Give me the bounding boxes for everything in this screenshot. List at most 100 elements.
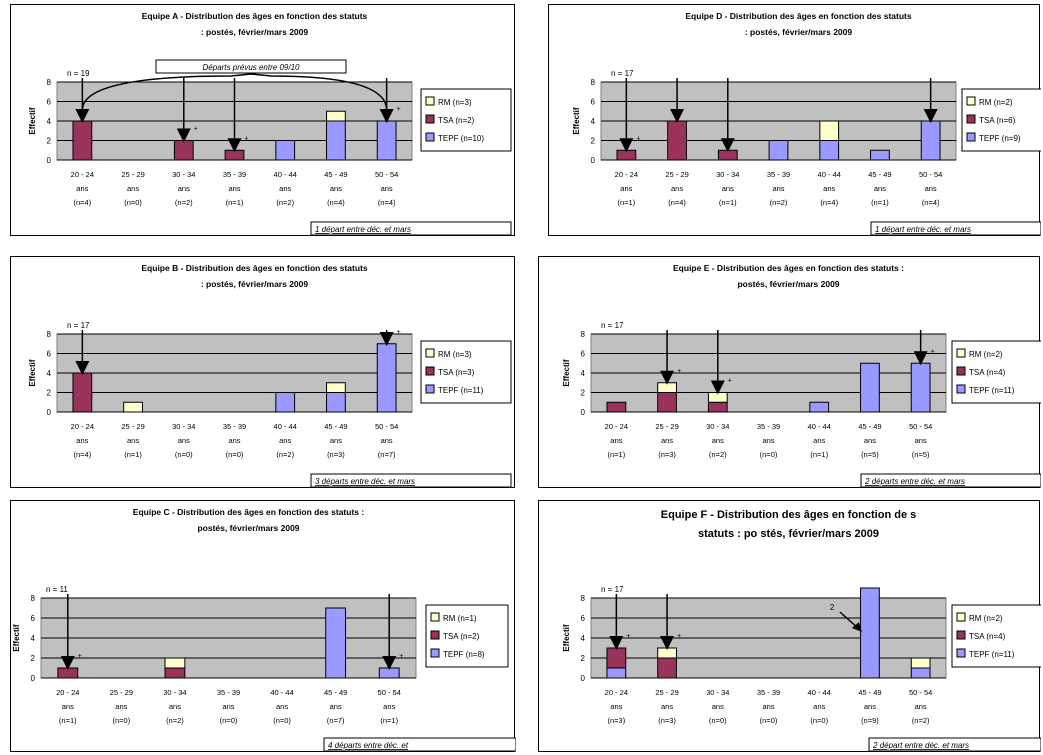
x-tick-label: 50 - 54 (909, 422, 932, 431)
arrow-plus-label: + (636, 135, 640, 142)
legend-swatch-tsa (956, 366, 966, 376)
legend-label: TEPF (n=11) (438, 386, 484, 395)
legend-label: TSA (n=4) (969, 368, 1006, 377)
x-tick-label-unit: ans (712, 702, 724, 711)
chart-title-line: Equipe B - Distribution des âges en fonc… (141, 263, 367, 273)
x-tick-count: (n=4) (378, 198, 396, 207)
x-tick-label-unit: ans (276, 702, 288, 711)
x-tick-label-unit: ans (330, 436, 342, 445)
arrow-plus-label: + (677, 633, 681, 640)
x-tick-count: (n=2) (276, 198, 294, 207)
legend-swatch-tepf (425, 132, 435, 142)
bar-tsa (707, 401, 728, 413)
bar-tsa (72, 372, 93, 413)
x-tick-label-unit: ans (610, 436, 622, 445)
arrow-plus-label: + (397, 106, 401, 113)
x-tick-count: (n=7) (378, 450, 396, 459)
x-tick-count: (n=0) (175, 450, 193, 459)
legend-label: TEPF (n=11) (969, 650, 1015, 659)
legend-label: RM (n=2) (979, 98, 1013, 107)
bar-tsa (657, 392, 677, 413)
legend-swatch-tsa (430, 630, 440, 640)
arrow-plus-label: + (728, 378, 732, 385)
x-tick-label-unit: ans (925, 184, 937, 193)
x-tick-label: 20 - 24 (71, 422, 94, 431)
y-tick-label: 2 (47, 389, 52, 398)
legend-swatch-tepf (966, 132, 976, 142)
bar-tsa (606, 401, 627, 413)
departure-arrow-head (382, 656, 397, 670)
x-tick-label-unit: ans (813, 702, 825, 711)
bar-tsa (173, 140, 194, 161)
x-tick-label: 40 - 44 (808, 422, 831, 431)
departure-arrow-head (176, 128, 191, 143)
x-tick-label-unit: ans (620, 184, 632, 193)
legend-swatch-tsa (956, 630, 966, 640)
bar-tsa (606, 647, 627, 669)
footnote-text: 3 départs entre déc. et mars (315, 477, 415, 486)
callout-box (155, 59, 347, 74)
legend-label: TEPF (n=9) (979, 134, 1021, 143)
y-axis-label: Effectif (12, 624, 21, 651)
x-tick-label: 30 - 34 (172, 170, 195, 179)
y-tick-label: 4 (47, 369, 52, 378)
footnote-box (310, 221, 512, 236)
legend-box (420, 340, 512, 404)
x-tick-label: 35 - 39 (217, 688, 240, 697)
footnote-box (870, 221, 1041, 236)
x-tick-label: 35 - 39 (757, 688, 780, 697)
chart-title-line: Equipe D - Distribution des âges en fonc… (685, 11, 911, 21)
x-tick-label-unit: ans (610, 702, 622, 711)
departure-arrow-head (379, 332, 394, 346)
legend-swatch-tsa (425, 366, 435, 376)
bar-tepf (860, 587, 880, 679)
sample-size-label: n = 17 (67, 321, 90, 330)
x-tick-label-unit: ans (661, 436, 673, 445)
chart-title-line: : postés, février/mars 2009 (201, 279, 309, 289)
x-tick-count: (n=3) (327, 450, 345, 459)
departure-arrow-head (710, 380, 725, 395)
x-tick-label-unit: ans (712, 436, 724, 445)
footnote-box (868, 737, 1041, 752)
legend-label: RM (n=3) (438, 350, 472, 359)
x-tick-label-unit: ans (722, 184, 734, 193)
x-tick-label: 35 - 39 (223, 170, 246, 179)
x-tick-count: (n=0) (112, 716, 130, 725)
x-tick-label: 45 - 49 (858, 422, 881, 431)
legend-swatch-tsa (966, 114, 976, 124)
bar-tepf (910, 667, 931, 679)
x-tick-label: 40 - 44 (274, 170, 297, 179)
legend-box (951, 340, 1041, 404)
y-tick-label: 8 (47, 330, 52, 339)
bar-rm (326, 382, 346, 393)
y-tick-label: 6 (581, 350, 586, 359)
x-tick-count: (n=7) (327, 716, 345, 725)
y-tick-label: 2 (581, 389, 586, 398)
legend-swatch-tepf (956, 648, 966, 658)
annotation-arrow-shaft (839, 611, 859, 629)
x-tick-count: (n=1) (810, 450, 828, 459)
sample-size-label: n = 17 (611, 69, 634, 78)
y-tick-label: 6 (581, 614, 586, 623)
departure-arrow-head (720, 138, 735, 153)
x-tick-label-unit: ans (864, 436, 876, 445)
x-tick-count: (n=4) (73, 198, 91, 207)
departure-arrow-head (923, 109, 938, 123)
x-tick-label-unit: ans (279, 436, 291, 445)
x-tick-label-unit: ans (178, 184, 190, 193)
footnote-text: 2 départs entre déc. et mars (864, 477, 965, 486)
x-tick-count: (n=1) (719, 198, 737, 207)
y-tick-label: 8 (581, 594, 586, 603)
chart-equipe-b: Equipe B - Distribution des âges en fonc… (10, 256, 515, 488)
chart-equipe-a: Equipe A - Distribution des âges en fonc… (10, 4, 515, 236)
y-tick-label: 4 (591, 117, 596, 126)
x-tick-count: (n=1) (59, 716, 77, 725)
x-tick-count: (n=2) (770, 198, 788, 207)
x-tick-label-unit: ans (279, 184, 291, 193)
y-tick-label: 8 (581, 330, 586, 339)
y-tick-label: 6 (591, 98, 596, 107)
footnote-text: 1 départ entre déc. et mars (315, 225, 411, 234)
x-tick-label-unit: ans (381, 184, 393, 193)
footnote-text: 2 départ entre déc. et mars (872, 741, 969, 750)
bar-tepf (326, 120, 346, 161)
